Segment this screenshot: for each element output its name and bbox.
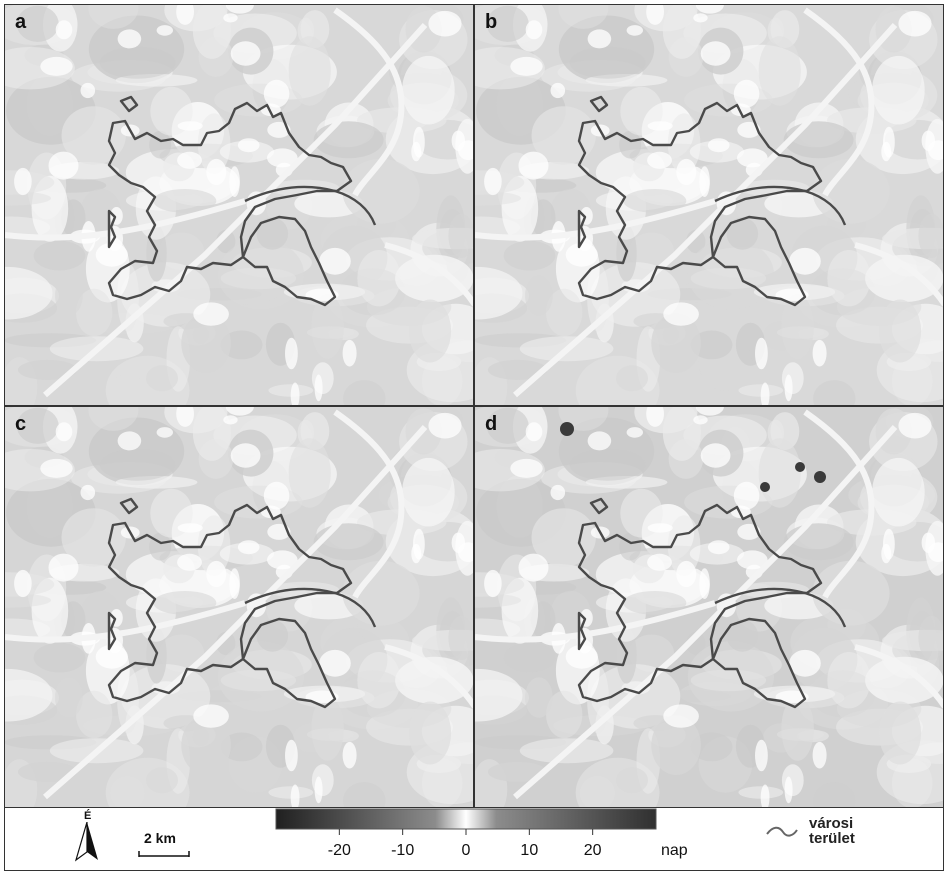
colorbar-gradient [275,808,657,830]
panel-letter-b: b [485,11,498,33]
boundary-legend-label: városi terület [809,816,855,846]
map-raster [5,5,473,405]
panel-letter-a: a [15,11,27,33]
panel-letter-c: c [15,413,27,435]
boundary-line-icon [766,826,798,837]
map-panel-c: c [4,406,474,808]
legend: É 2 km -20 -10 0 10 20 n [4,808,944,871]
boundary-label-line2: terület [809,830,855,847]
map-panel-b: b [474,4,944,406]
boundary-label-line1: városi [809,815,854,832]
map-panel-d: d [474,406,944,808]
colorbar [275,808,657,835]
map-raster [5,407,473,807]
map-panel-a: a [4,4,474,406]
colorbar-tick-label: 10 [520,842,539,859]
north-arrow-icon [75,822,98,862]
colorbar-tick-label: -20 [327,842,351,859]
map-raster [475,5,943,405]
colorbar-tick-label: 0 [461,842,471,859]
colorbar-tick-label: 20 [583,842,602,859]
scale-bar [138,851,190,857]
colorbar-tick-label: -10 [391,842,415,859]
panel-letter-d: d [485,413,498,435]
scale-bar-label: 2 km [144,830,176,846]
colorbar-unit: nap [661,842,688,859]
map-raster [475,407,943,807]
north-letter: É [84,810,92,822]
